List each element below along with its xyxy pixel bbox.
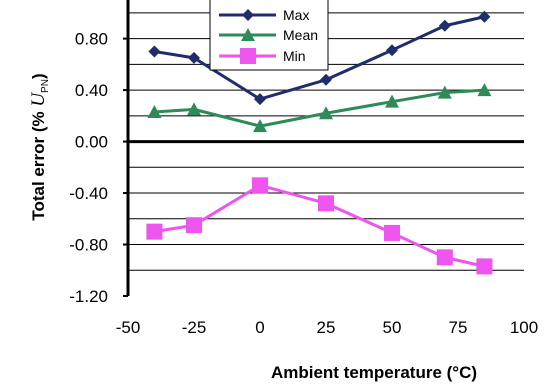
x-tick-label: 0 (255, 318, 264, 337)
y-tick-label: 0.80 (75, 30, 108, 49)
y-tick-label: -1.20 (69, 287, 108, 306)
y-axis-title-subscript: PN (40, 79, 51, 93)
data-point-mean (147, 104, 162, 118)
data-point-mean (187, 102, 201, 116)
x-tick-label: -25 (182, 318, 207, 337)
series-line-mean (154, 88, 485, 128)
data-point-min (384, 224, 400, 241)
y-axis-title-symbol: U (28, 92, 49, 107)
data-point-min (186, 217, 202, 234)
series-min (146, 177, 493, 275)
legend-item-max: Max (219, 7, 309, 23)
data-point-min (436, 249, 453, 266)
legend-label-min: Min (283, 48, 306, 64)
legend: Max Mean Min (209, 0, 329, 71)
data-point-max (478, 10, 491, 23)
data-point-max (320, 73, 332, 86)
data-point-mean (253, 119, 267, 133)
data-point-mean (477, 83, 492, 97)
legend-item-min: Min (219, 48, 306, 64)
data-point-min (318, 195, 334, 212)
y-tick-label: -0.40 (69, 184, 108, 203)
y-tick-label: 0.40 (75, 81, 108, 100)
data-point-max (254, 93, 266, 106)
series-group (146, 10, 493, 275)
x-axis-title: Ambient temperature (°C) (271, 363, 477, 382)
x-tick-label: 100 (510, 318, 538, 337)
x-tick-label: 75 (449, 318, 468, 337)
data-point-mean (385, 94, 399, 108)
data-point-min (476, 258, 493, 275)
legend-marker-mean (241, 28, 255, 41)
y-tick-label: 0.00 (75, 133, 108, 152)
data-point-mean (319, 106, 333, 120)
legend-label-mean: Mean (283, 27, 318, 43)
legend-marker-max (242, 9, 254, 21)
legend-marker-min (240, 48, 256, 64)
y-axis-title: Total error (% UPN) (28, 73, 51, 220)
x-tick-label: -50 (116, 318, 141, 337)
data-point-max (386, 44, 398, 57)
legend-label-max: Max (283, 7, 309, 23)
data-point-max (148, 45, 161, 58)
tick-labels: -1.20 -0.80 -0.40 0.00 0.40 0.80 -50 -25 0 25 50 75… (69, 30, 538, 337)
data-point-min (146, 223, 163, 240)
y-tick-label: -0.80 (69, 236, 108, 255)
data-point-max (188, 51, 200, 64)
x-tick-label: 25 (317, 318, 336, 337)
legend-item-mean: Mean (219, 27, 318, 43)
data-point-min (252, 177, 268, 194)
series-mean (147, 83, 492, 133)
data-point-max (438, 19, 451, 32)
data-point-mean (437, 85, 452, 99)
axes (123, 0, 524, 297)
x-tick-label: 50 (383, 318, 402, 337)
series-max (148, 10, 491, 106)
